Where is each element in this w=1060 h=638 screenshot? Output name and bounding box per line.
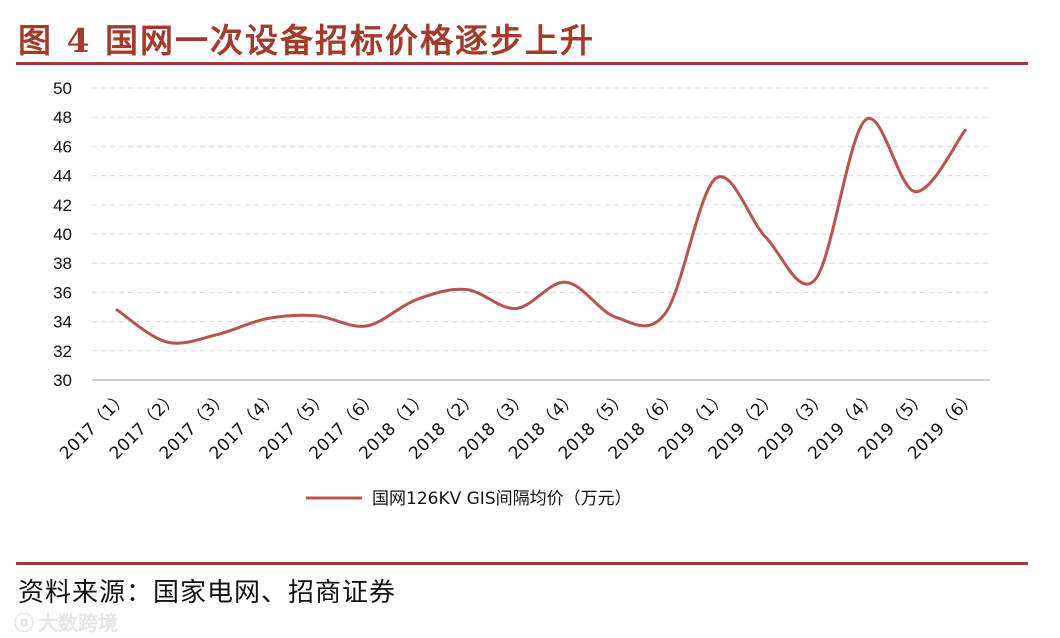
- data-point: [165, 340, 169, 344]
- y-tick-label: 30: [53, 371, 72, 390]
- y-tick-label: 46: [53, 137, 72, 156]
- y-tick-label: 38: [53, 254, 72, 273]
- data-point: [764, 235, 768, 239]
- y-tick-label: 34: [53, 313, 72, 332]
- series-line: [115, 116, 967, 345]
- data-point: [564, 280, 568, 284]
- data-point: [364, 324, 368, 328]
- legend: 国网126KV GIS间隔均价（万元）: [306, 489, 632, 509]
- line-chart: 30 32 34 36 38 40 42 44 46 48 50 2017（1）2017（2）201…: [53, 79, 990, 509]
- gridlines: [92, 87, 990, 352]
- data-point: [813, 277, 817, 281]
- legend-label: 国网126KV GIS间隔均价（万元）: [372, 489, 632, 509]
- data-point: [315, 314, 319, 318]
- data-point: [963, 128, 967, 132]
- data-point: [664, 311, 668, 315]
- source-divider: [16, 562, 1028, 565]
- data-point: [913, 190, 917, 194]
- y-axis: 30 32 34 36 38 40 42 44 46 48 50: [53, 79, 72, 390]
- figure-title: 图 4 国网一次设备招标价格逐步上升: [18, 21, 595, 60]
- y-tick-label: 42: [53, 196, 72, 215]
- y-tick-label: 32: [53, 342, 72, 361]
- series-layer: [115, 116, 967, 345]
- data-point: [464, 287, 468, 291]
- x-axis: 2017（1）2017（2）2017（3）2017（4）2017（5）2017（…: [56, 379, 990, 464]
- data-point: [115, 308, 119, 312]
- source-note: 资料来源：国家电网、招商证券: [18, 578, 397, 608]
- y-tick-label: 40: [53, 225, 72, 244]
- y-tick-label: 50: [53, 79, 72, 98]
- y-tick-label: 48: [53, 108, 72, 127]
- data-point: [215, 333, 219, 337]
- watermark-text: 大数跨境: [38, 611, 118, 635]
- y-tick-label: 44: [53, 167, 72, 186]
- y-tick-label: 36: [53, 283, 72, 302]
- data-point: [614, 315, 618, 319]
- watermark: ⓞ 大数跨境: [14, 607, 118, 636]
- data-point: [714, 177, 718, 181]
- data-point: [265, 317, 269, 321]
- logo-icon: ⓞ: [14, 611, 34, 635]
- title-divider: [16, 62, 1028, 65]
- data-point: [414, 298, 418, 302]
- data-point: [514, 306, 518, 310]
- data-point: [863, 118, 867, 122]
